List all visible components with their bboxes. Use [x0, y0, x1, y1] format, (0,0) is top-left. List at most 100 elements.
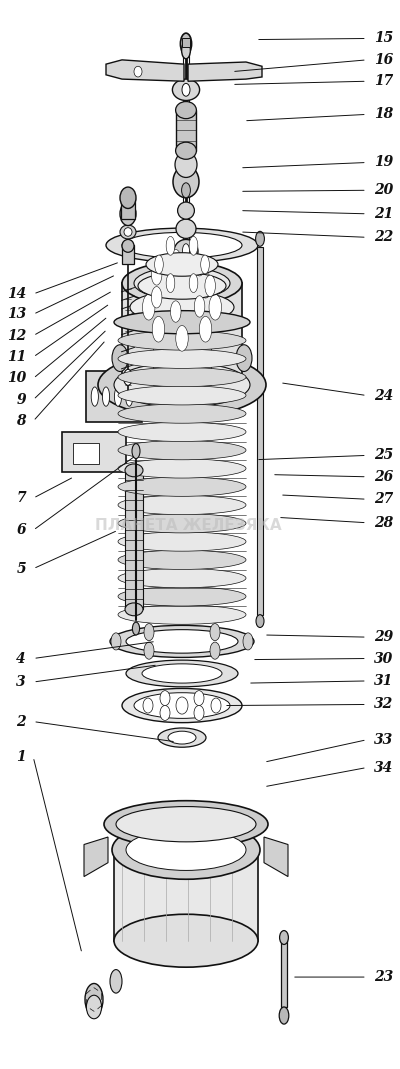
Bar	[62, 432, 126, 472]
Ellipse shape	[243, 633, 253, 650]
Text: ПЛАНЕТА ЖЕЛЕЗЯКА: ПЛАНЕТА ЖЕЛЕЗЯКА	[95, 518, 281, 533]
Ellipse shape	[114, 914, 258, 967]
Ellipse shape	[122, 232, 242, 258]
Ellipse shape	[205, 275, 216, 296]
Text: 25: 25	[374, 448, 393, 463]
Ellipse shape	[91, 387, 98, 406]
Ellipse shape	[178, 202, 194, 219]
Polygon shape	[264, 837, 288, 877]
Ellipse shape	[118, 477, 246, 496]
Ellipse shape	[194, 296, 205, 317]
Ellipse shape	[174, 239, 198, 263]
Ellipse shape	[111, 633, 121, 650]
Ellipse shape	[118, 404, 246, 423]
Ellipse shape	[210, 642, 220, 660]
Ellipse shape	[158, 728, 206, 747]
Text: 18: 18	[374, 107, 393, 122]
Text: 7: 7	[16, 491, 26, 506]
Ellipse shape	[122, 688, 242, 723]
Text: 5: 5	[16, 561, 26, 576]
Ellipse shape	[194, 691, 204, 706]
Polygon shape	[84, 837, 108, 877]
Text: 23: 23	[374, 970, 393, 985]
Ellipse shape	[130, 291, 234, 323]
Ellipse shape	[173, 166, 199, 198]
Ellipse shape	[106, 228, 258, 262]
Bar	[121, 198, 135, 219]
Text: 10: 10	[7, 371, 26, 386]
Ellipse shape	[112, 821, 260, 879]
Ellipse shape	[166, 274, 175, 293]
Ellipse shape	[279, 1007, 289, 1024]
Ellipse shape	[142, 294, 155, 320]
Text: 6: 6	[16, 523, 26, 538]
Ellipse shape	[168, 731, 196, 744]
Ellipse shape	[118, 495, 246, 514]
Text: 11: 11	[7, 350, 26, 365]
Ellipse shape	[120, 226, 136, 238]
Ellipse shape	[155, 255, 163, 274]
Ellipse shape	[110, 970, 122, 993]
Ellipse shape	[256, 231, 264, 246]
Ellipse shape	[209, 294, 222, 320]
Ellipse shape	[126, 630, 238, 653]
Ellipse shape	[176, 102, 196, 119]
Ellipse shape	[138, 273, 226, 299]
Ellipse shape	[175, 152, 197, 177]
Ellipse shape	[118, 459, 246, 478]
Bar	[176, 110, 196, 151]
Ellipse shape	[112, 344, 128, 371]
Text: 19: 19	[374, 155, 393, 170]
Bar	[122, 245, 134, 264]
Ellipse shape	[189, 274, 198, 293]
Ellipse shape	[176, 219, 196, 238]
Ellipse shape	[125, 603, 143, 616]
Bar	[86, 371, 142, 422]
Bar	[281, 938, 287, 1007]
Ellipse shape	[152, 273, 165, 298]
Text: 3: 3	[16, 675, 26, 690]
Ellipse shape	[118, 587, 246, 606]
Ellipse shape	[170, 249, 181, 270]
Text: 14: 14	[7, 286, 26, 301]
Text: 26: 26	[374, 469, 393, 484]
Ellipse shape	[134, 66, 142, 77]
Ellipse shape	[211, 698, 221, 713]
Ellipse shape	[151, 264, 162, 285]
Text: 32: 32	[374, 697, 393, 712]
Ellipse shape	[134, 693, 230, 718]
Ellipse shape	[118, 368, 246, 387]
Ellipse shape	[144, 642, 154, 660]
Ellipse shape	[194, 254, 205, 276]
Ellipse shape	[132, 444, 140, 459]
Ellipse shape	[280, 930, 288, 945]
Ellipse shape	[124, 228, 132, 236]
Ellipse shape	[116, 806, 256, 842]
Ellipse shape	[118, 551, 246, 570]
Bar	[114, 850, 258, 941]
Ellipse shape	[176, 697, 188, 714]
Text: 16: 16	[374, 52, 393, 67]
Bar	[201, 348, 211, 385]
Ellipse shape	[144, 623, 154, 640]
Text: 30: 30	[374, 651, 393, 666]
Ellipse shape	[194, 706, 204, 721]
Ellipse shape	[189, 236, 198, 255]
Ellipse shape	[180, 33, 192, 55]
Ellipse shape	[118, 350, 246, 369]
Text: 31: 31	[374, 673, 393, 688]
Text: 13: 13	[7, 307, 26, 322]
Ellipse shape	[122, 239, 134, 252]
Polygon shape	[106, 60, 184, 81]
Ellipse shape	[120, 202, 136, 226]
Bar	[73, 443, 99, 464]
Ellipse shape	[160, 706, 170, 721]
Text: 28: 28	[374, 515, 393, 530]
Text: 15: 15	[374, 31, 393, 46]
Ellipse shape	[172, 79, 200, 100]
Ellipse shape	[118, 331, 246, 351]
Ellipse shape	[199, 316, 212, 342]
Ellipse shape	[118, 386, 246, 405]
Text: 21: 21	[374, 206, 393, 221]
Ellipse shape	[98, 353, 266, 417]
